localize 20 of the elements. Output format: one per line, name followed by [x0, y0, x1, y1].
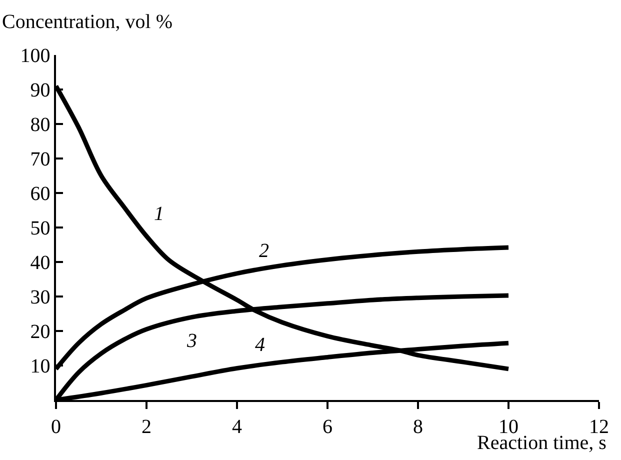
series-label: 3 — [186, 330, 197, 352]
y-tick-label: 70 — [30, 148, 50, 170]
y-axis-title: Concentration, vol % — [2, 11, 173, 33]
series-label: 1 — [154, 203, 164, 225]
y-tick-label: 100 — [20, 45, 50, 67]
series-label: 2 — [259, 240, 269, 262]
y-tick-label: 90 — [30, 80, 50, 102]
y-tick-label: 30 — [30, 286, 50, 308]
y-tick-label: 40 — [30, 252, 50, 274]
y-tick-label: 10 — [30, 356, 50, 378]
x-tick-label: 6 — [322, 416, 332, 438]
x-tick-label: 2 — [142, 416, 152, 438]
x-tick-label: 8 — [413, 416, 423, 438]
series-label: 4 — [255, 334, 265, 356]
y-tick-label: 80 — [30, 114, 50, 136]
y-tick-label: 20 — [30, 321, 50, 343]
y-tick-label: 50 — [30, 218, 50, 240]
x-tick-label: 4 — [232, 416, 242, 438]
y-tick-label: 60 — [30, 183, 50, 205]
x-tick-label: 0 — [51, 416, 61, 438]
